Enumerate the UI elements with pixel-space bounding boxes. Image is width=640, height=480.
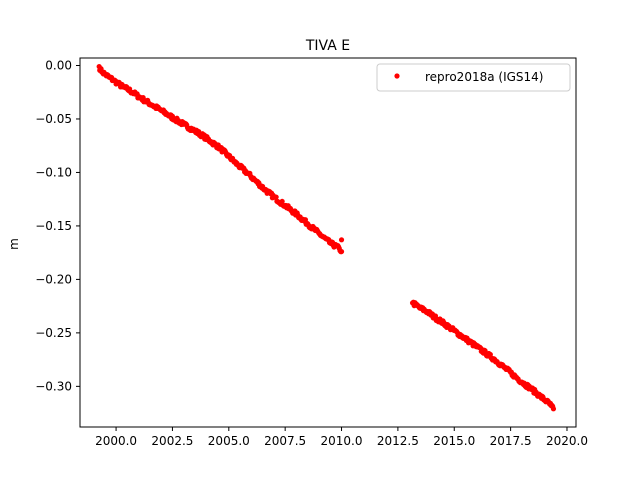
x-tick-label: 2015.0 — [433, 434, 475, 448]
y-axis-label: m — [7, 238, 21, 250]
legend: repro2018a (IGS14) — [376, 63, 571, 92]
legend-box — [376, 63, 571, 92]
data-point — [273, 194, 279, 200]
y-tick-label: 0.00 — [45, 58, 72, 72]
axes-frame — [79, 57, 577, 428]
chart-title: TIVA E — [305, 38, 350, 54]
x-tick-label: 2012.5 — [377, 434, 419, 448]
data-point — [550, 406, 557, 412]
data-points — [96, 63, 557, 412]
y-tick-label: −0.15 — [35, 219, 72, 233]
x-tick-label: 2010.0 — [321, 434, 363, 448]
data-point — [338, 248, 345, 255]
y-axis-ticks: 0.00 −0.05 −0.10 −0.15 −0.20 −0.25 −0.30 — [35, 58, 80, 393]
x-tick-label: 2002.5 — [151, 434, 193, 448]
y-tick-label: −0.30 — [35, 379, 72, 393]
data-point — [338, 237, 345, 243]
y-tick-label: −0.10 — [35, 165, 72, 179]
x-tick-label: 2000.0 — [95, 434, 137, 448]
x-tick-label: 2005.0 — [208, 434, 250, 448]
y-tick-label: −0.25 — [35, 326, 72, 340]
x-tick-label: 2007.5 — [264, 434, 306, 448]
y-tick-label: −0.05 — [35, 112, 72, 126]
x-axis-ticks: 2000.0 2002.5 2005.0 2007.5 2010.0 2012.5 2015… — [95, 427, 588, 448]
legend-label: repro2018a (IGS14) — [425, 70, 543, 84]
y-tick-label: −0.20 — [35, 272, 72, 286]
legend-marker — [394, 73, 400, 79]
x-tick-label: 2020.0 — [546, 434, 588, 448]
x-tick-label: 2017.5 — [490, 434, 532, 448]
plot-area — [79, 57, 577, 428]
